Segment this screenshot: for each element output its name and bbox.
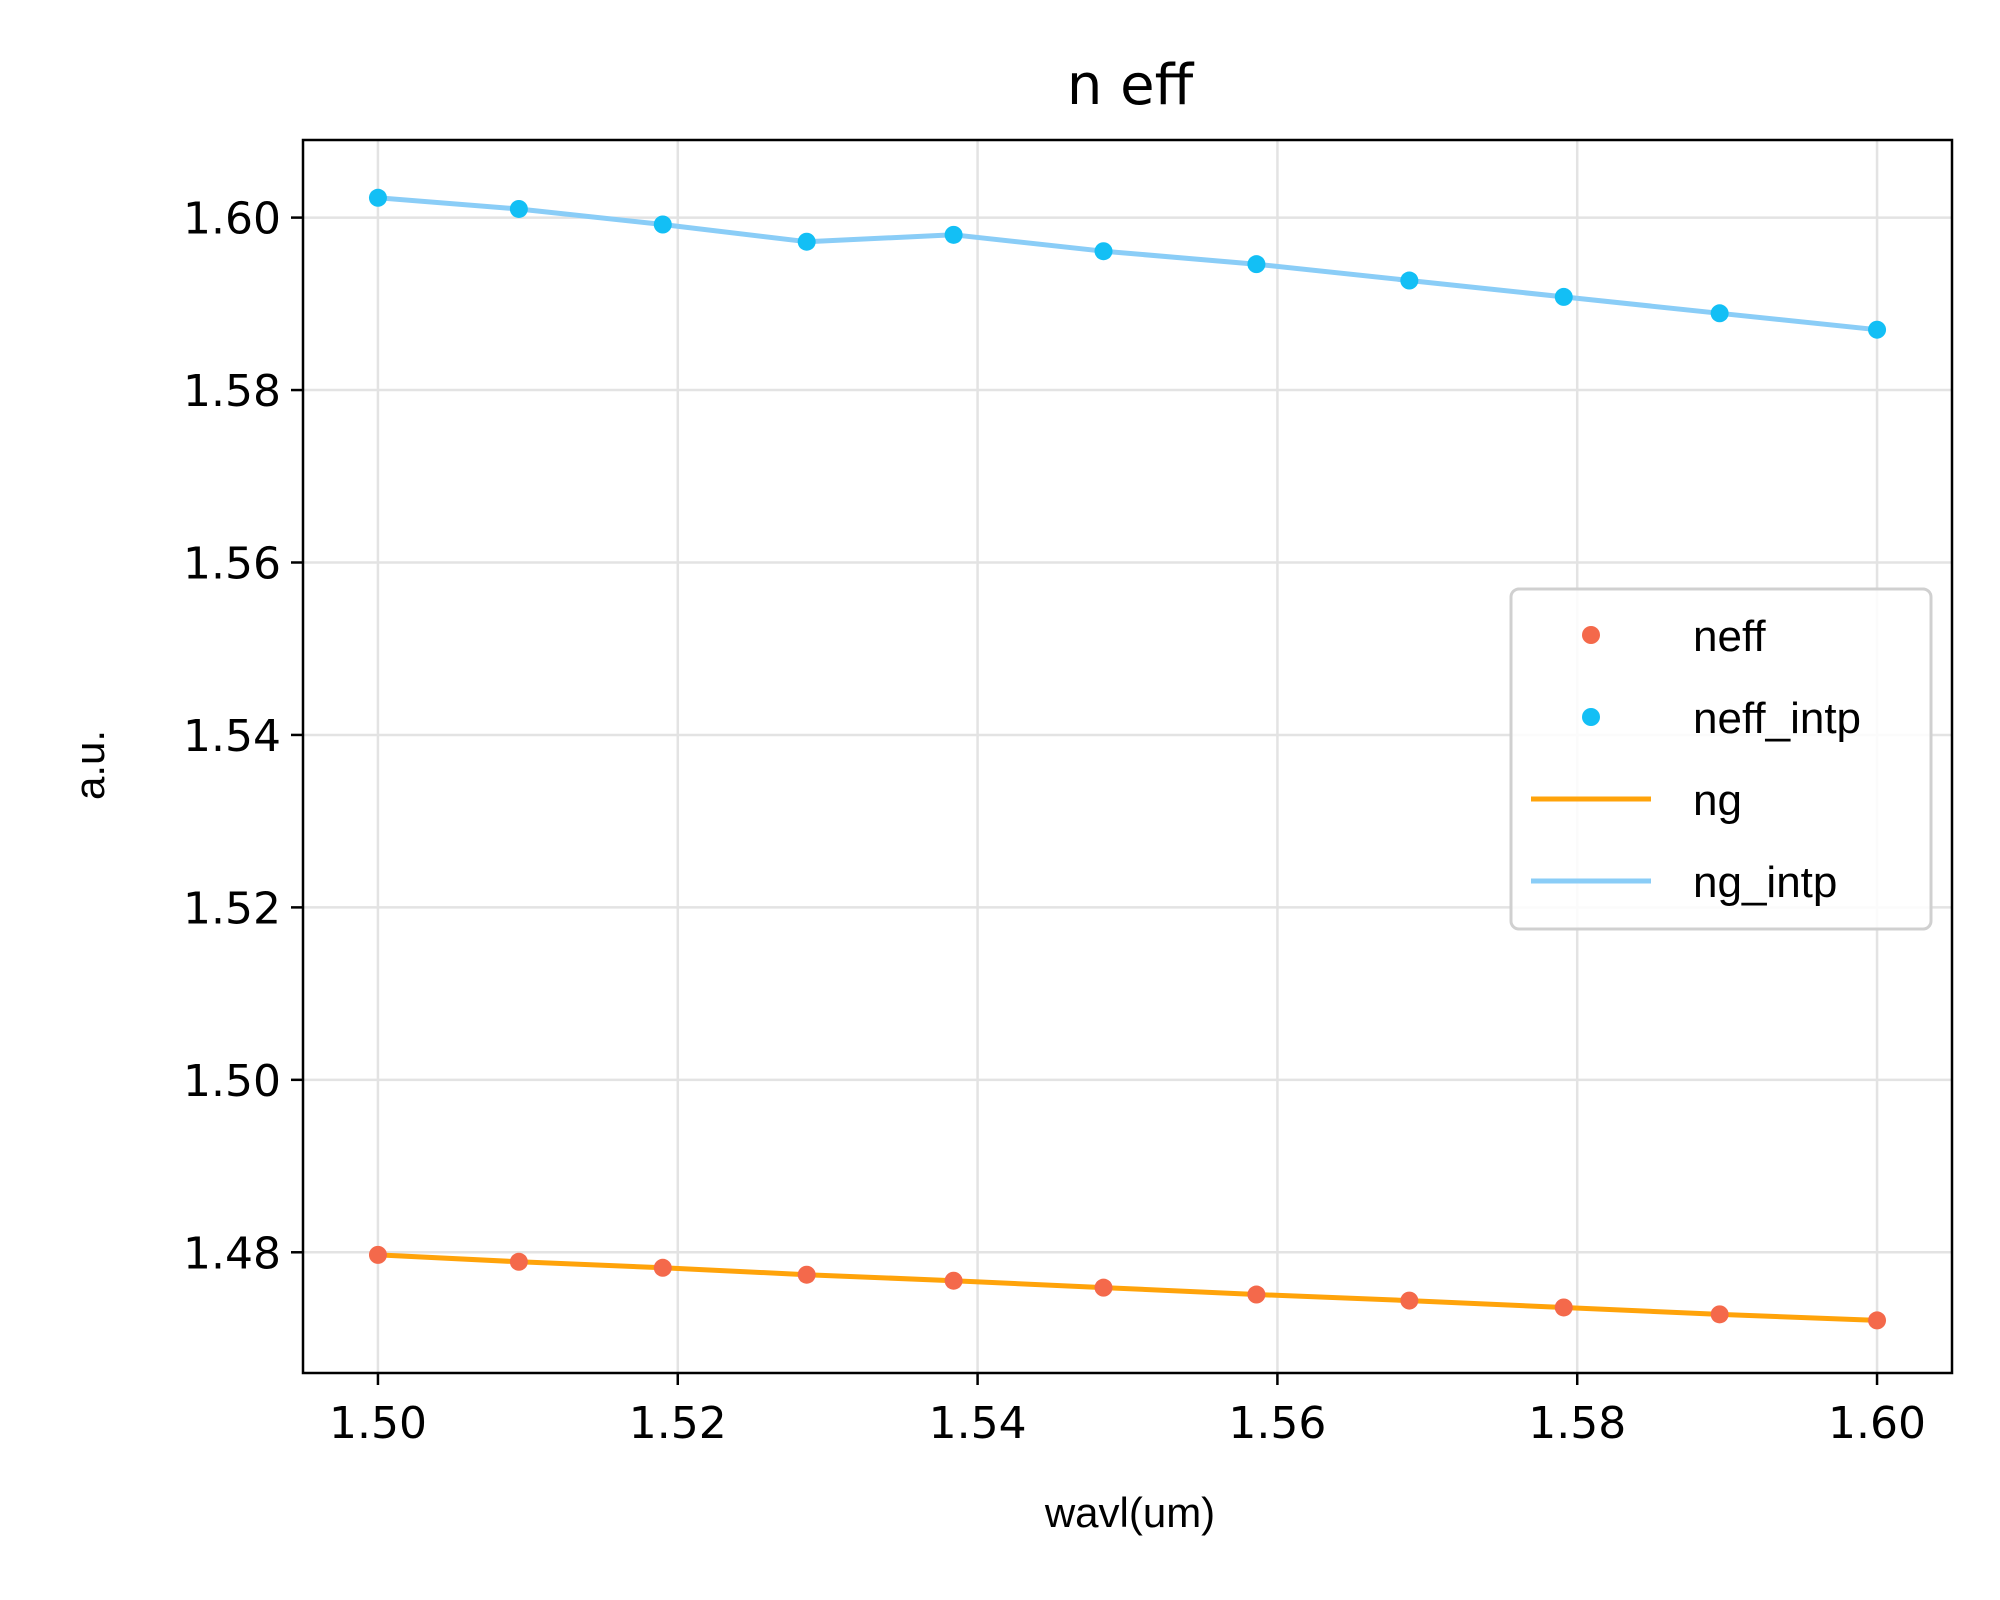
x-tick-label: 1.56 (1228, 1398, 1326, 1449)
x-tick-label: 1.50 (329, 1398, 427, 1449)
y-tick-label: 1.54 (183, 711, 281, 762)
plot-frame (301, 138, 1954, 1375)
x-axis-label: wavl(um) (1044, 1489, 1215, 1536)
legend-label-neff-intp: neff_intp (1693, 694, 1861, 743)
y-tick-label: 1.58 (183, 366, 281, 417)
data-point-neff (944, 1271, 963, 1290)
data-point-neff-intp (509, 199, 528, 218)
data-point-neff-intp (653, 215, 672, 234)
x-tick-label: 1.52 (629, 1398, 727, 1449)
axis-ticks: 1.50 1.52 1.54 1.56 1.58 1.60 1.48 1.50 1.52 1.54… (183, 194, 1926, 1449)
y-tick-label: 1.48 (183, 1228, 281, 1279)
data-point-neff-intp (797, 232, 816, 251)
data-point-neff-intp (1247, 255, 1266, 274)
y-tick-label: 1.56 (183, 538, 281, 589)
data-point-neff (1710, 1305, 1729, 1324)
legend-label-ng-intp: ng_intp (1693, 858, 1837, 907)
chart-title: n eff (1067, 53, 1195, 118)
legend-handle-neff (1582, 626, 1600, 644)
data-point-neff-intp (1554, 287, 1573, 306)
data-point-neff-intp (1710, 304, 1729, 323)
series-points (368, 188, 1887, 1330)
x-tick-label: 1.58 (1528, 1398, 1626, 1449)
data-point-neff (368, 1245, 387, 1264)
y-tick-label: 1.60 (183, 194, 281, 245)
data-point-neff (1400, 1291, 1419, 1310)
data-point-neff (797, 1265, 816, 1284)
legend-label-ng: ng (1693, 776, 1742, 825)
data-point-neff-intp (1400, 271, 1419, 290)
data-point-neff-intp (944, 225, 963, 244)
data-point-neff (653, 1258, 672, 1277)
data-point-neff (1554, 1298, 1573, 1317)
y-axis-label: a.u. (66, 730, 113, 800)
x-tick-label: 1.60 (1828, 1398, 1926, 1449)
y-tick-label: 1.50 (183, 1056, 281, 1107)
data-point-neff (509, 1252, 528, 1271)
data-point-neff (1094, 1278, 1113, 1297)
y-tick-label: 1.52 (183, 883, 281, 934)
data-point-neff-intp (368, 188, 387, 207)
data-point-neff-intp (1868, 320, 1887, 339)
data-point-neff (1247, 1285, 1266, 1304)
x-tick-label: 1.54 (929, 1398, 1027, 1449)
legend-handle-neff-intp (1582, 708, 1600, 726)
data-point-neff-intp (1094, 242, 1113, 261)
legend-label-neff: neff (1693, 612, 1766, 661)
data-point-neff (1868, 1311, 1887, 1330)
legend-box (1509, 587, 1933, 931)
